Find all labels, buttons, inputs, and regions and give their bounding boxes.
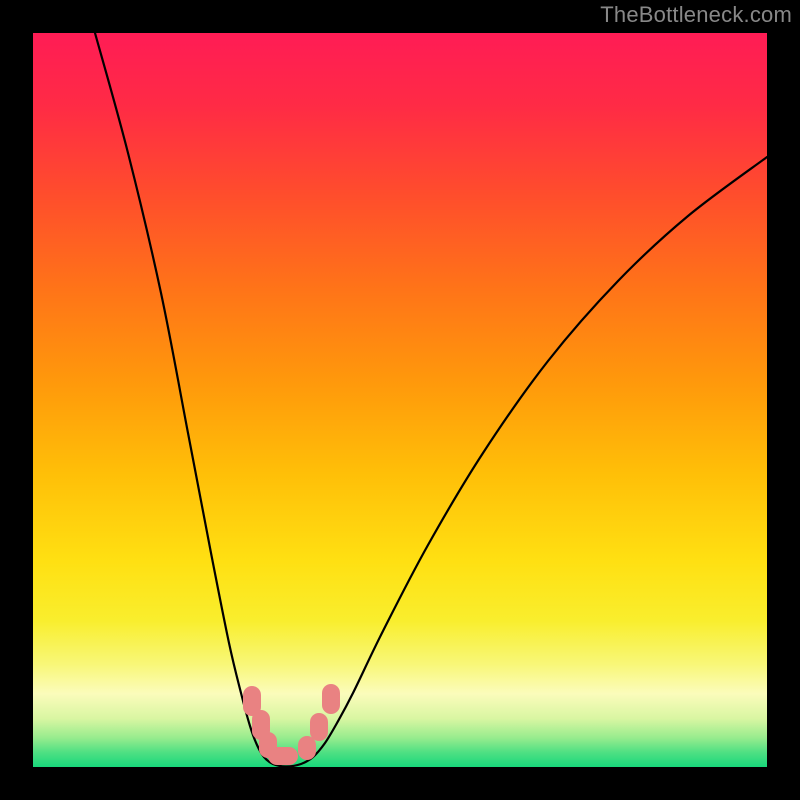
chart-frame: TheBottleneck.com (0, 0, 800, 800)
curve-marker (268, 747, 298, 765)
curve-marker (310, 713, 328, 741)
bottleneck-curve (33, 33, 767, 767)
curve-path (95, 33, 767, 767)
watermark-text: TheBottleneck.com (600, 2, 792, 28)
curve-marker (322, 684, 340, 714)
plot-area (33, 33, 767, 767)
